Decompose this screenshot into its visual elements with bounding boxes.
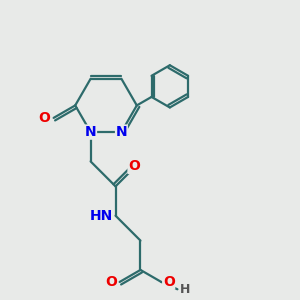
Text: N: N	[85, 125, 96, 139]
Text: O: O	[38, 111, 50, 125]
Text: O: O	[163, 275, 175, 289]
Text: HN: HN	[89, 209, 112, 223]
Text: O: O	[128, 159, 140, 173]
Text: N: N	[116, 125, 127, 139]
Text: H: H	[180, 283, 191, 296]
Text: O: O	[105, 275, 117, 289]
